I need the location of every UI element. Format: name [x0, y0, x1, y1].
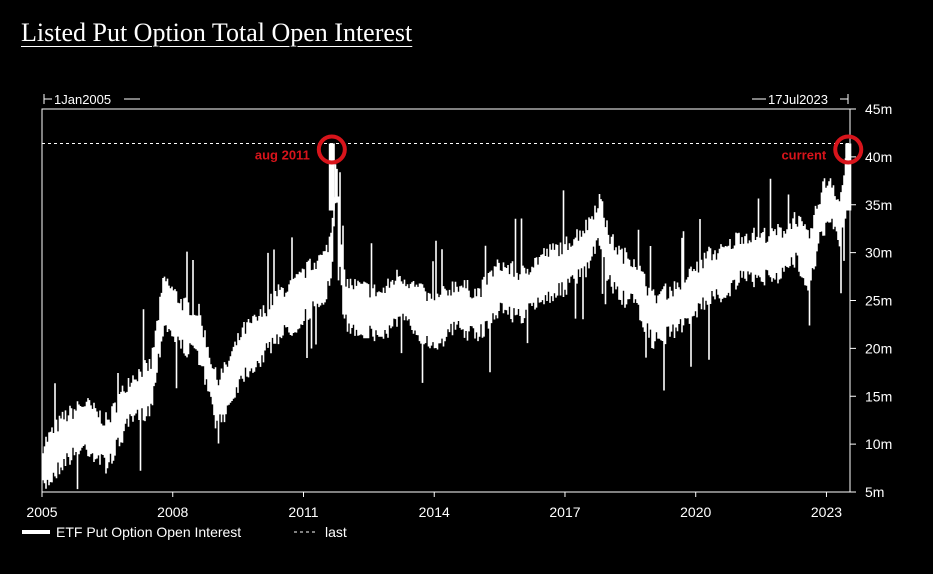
annotation-circle	[833, 134, 864, 165]
annotation-label: current	[781, 147, 826, 162]
series-etf-put-oi	[42, 158, 847, 490]
range-end-label: 17Jul2023	[768, 92, 828, 107]
y-tick-label: 30m	[865, 245, 892, 261]
y-tick-label: 25m	[865, 293, 892, 309]
x-axis: 2005 2008 2011 2014 2017 2020 2023	[26, 492, 842, 520]
y-tick-label: 35m	[865, 197, 892, 213]
y-tick-label: 5m	[865, 484, 884, 500]
x-tick-label: 2011	[288, 504, 318, 520]
y-axis: 5m 10m 15m 20m 25m 30m 35m 40m 45m	[850, 101, 892, 500]
peak-spike-1	[845, 143, 852, 211]
x-tick-label: 2023	[811, 504, 842, 520]
y-tick-label: 20m	[865, 340, 892, 356]
legend: ETF Put Option Open Interest last	[22, 524, 347, 540]
legend-label-last: last	[325, 524, 347, 540]
x-tick-label: 2014	[419, 504, 450, 520]
x-tick-label: 2005	[26, 504, 57, 520]
date-range-bar: 1Jan2005 17Jul2023	[43, 92, 849, 107]
series-layer	[42, 143, 852, 490]
y-tick-label: 40m	[865, 149, 892, 165]
x-tick-label: 2020	[680, 504, 711, 520]
legend-label-etf: ETF Put Option Open Interest	[56, 524, 241, 540]
y-tick-label: 45m	[865, 101, 892, 117]
y-tick-label: 10m	[865, 436, 892, 452]
x-tick-label: 2008	[157, 504, 188, 520]
range-start-label: 1Jan2005	[54, 92, 111, 107]
chart-title: Listed Put Option Total Open Interest	[21, 18, 413, 47]
peak-spike-0	[328, 143, 335, 211]
annotations-layer: aug 2011 current	[255, 134, 864, 165]
y-tick-label: 15m	[865, 388, 892, 404]
annotation-circle	[316, 134, 347, 165]
annotation-label: aug 2011	[255, 147, 310, 162]
x-tick-label: 2017	[549, 504, 580, 520]
